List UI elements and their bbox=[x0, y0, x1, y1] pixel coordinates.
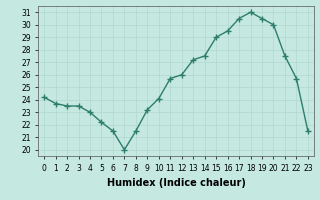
X-axis label: Humidex (Indice chaleur): Humidex (Indice chaleur) bbox=[107, 178, 245, 188]
